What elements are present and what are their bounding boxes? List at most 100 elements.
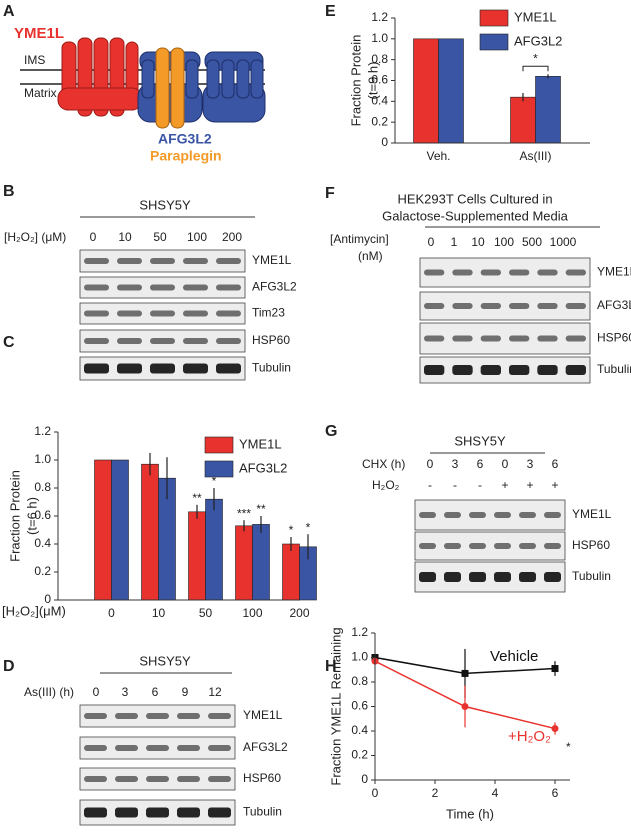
band (480, 365, 501, 375)
band (146, 776, 169, 782)
band (519, 572, 536, 582)
lane-label: 10 (118, 230, 132, 244)
bar (111, 459, 129, 601)
legend-label: AFG3L2 (239, 460, 287, 475)
y-tick-label: 0.4 (351, 723, 368, 737)
band (150, 310, 175, 317)
panel-letter: D (3, 658, 15, 675)
lane-label: 0 (93, 685, 100, 699)
band (480, 335, 501, 342)
blot-strip (419, 356, 591, 384)
band (519, 512, 536, 518)
band (480, 269, 501, 276)
y-tick-label: 1.0 (371, 31, 388, 45)
band (544, 543, 561, 549)
panel-letter: F (325, 185, 335, 202)
lane-label: 0 (427, 457, 434, 471)
significance: *** (237, 506, 251, 520)
band (509, 335, 530, 342)
x-tick-label: 200 (289, 606, 309, 620)
band (509, 269, 530, 276)
row-label: Tubulin (243, 805, 282, 819)
lane-label: 6 (152, 685, 159, 699)
condition-label: CHX (h) (362, 457, 405, 471)
band (544, 572, 561, 582)
series-label: +H₂O₂ (508, 728, 551, 745)
blot-title: SHSY5Y (139, 197, 191, 212)
band (565, 335, 586, 342)
band (544, 512, 561, 518)
band (469, 572, 486, 582)
y-tick-label: 0.4 (34, 536, 51, 550)
band (84, 713, 107, 719)
condition-label: [H₂O₂] (μM) (4, 230, 66, 244)
band (150, 258, 175, 264)
legend-label: AFG3L2 (514, 33, 562, 48)
legend-label: YME1L (239, 436, 282, 451)
lane-label: 0 (502, 457, 509, 471)
band (424, 303, 445, 309)
lane-label: 0 (428, 235, 435, 249)
y-tick-label: 0 (381, 135, 388, 149)
band (424, 335, 445, 342)
x-tick-label: 2 (432, 786, 439, 800)
band (452, 303, 473, 309)
band (519, 543, 536, 549)
band (117, 258, 142, 264)
lane-label: 1000 (550, 235, 577, 249)
condition-label: [Antimycin] (330, 232, 389, 246)
band (424, 269, 445, 276)
band (84, 338, 109, 344)
annotation: * (566, 740, 571, 754)
band (537, 269, 558, 276)
band (183, 363, 208, 374)
x-tick-label: 0 (372, 786, 379, 800)
y-tick-label: 0.2 (371, 114, 388, 128)
y-tick-label: 1.2 (34, 424, 51, 438)
row-label: YME1L (572, 507, 612, 521)
band (452, 365, 473, 375)
band (146, 713, 169, 719)
band (183, 338, 208, 344)
lane-label: - (453, 478, 457, 492)
y-axis-title: Fraction Protein (7, 470, 22, 562)
band (117, 284, 142, 291)
bar (535, 76, 561, 144)
band (84, 776, 107, 782)
lane-label: - (478, 478, 482, 492)
lane-label: 200 (222, 230, 242, 244)
band (146, 745, 169, 751)
band (117, 363, 142, 374)
y-axis-title: (t=9 h) (365, 62, 380, 100)
band (216, 363, 241, 374)
lane-label: 50 (153, 230, 167, 244)
membrane-label: IMS (24, 53, 45, 67)
band (216, 284, 241, 291)
band (494, 543, 511, 549)
condition-label: H₂O₂ (372, 478, 400, 492)
x-tick-label: 4 (492, 786, 499, 800)
bar (141, 463, 159, 601)
annotation: * (533, 51, 538, 65)
legend-swatch (204, 436, 234, 454)
legend-swatch (479, 9, 509, 27)
band (177, 807, 200, 818)
bar (252, 524, 270, 601)
bar (235, 525, 253, 601)
x-tick-label: 100 (242, 606, 262, 620)
row-label: YME1L (243, 708, 283, 722)
band (565, 269, 586, 276)
lane-label: 6 (477, 457, 484, 471)
band (177, 713, 200, 719)
band (84, 258, 109, 264)
band (469, 512, 486, 518)
bar (510, 96, 536, 144)
y-tick-label: 0.6 (371, 73, 388, 87)
y-tick-label: 1.2 (371, 10, 388, 24)
y-tick-label: 0.2 (351, 748, 368, 762)
band (208, 807, 231, 818)
y-axis-title: Fraction YME1L Remaining (328, 627, 343, 785)
band (509, 365, 530, 375)
blot-strip (419, 322, 591, 355)
band (537, 335, 558, 342)
